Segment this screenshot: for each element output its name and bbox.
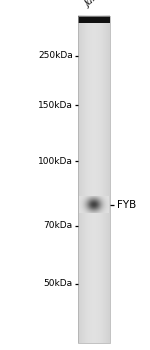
Text: 250kDa: 250kDa <box>38 51 73 61</box>
Text: 100kDa: 100kDa <box>38 156 73 166</box>
Text: Jurkat: Jurkat <box>84 0 110 9</box>
Bar <box>78 16 110 23</box>
Text: 150kDa: 150kDa <box>38 100 73 110</box>
Text: FYB: FYB <box>117 200 136 210</box>
Text: 70kDa: 70kDa <box>44 221 73 230</box>
Text: 50kDa: 50kDa <box>44 279 73 288</box>
Bar <box>78 16 110 343</box>
